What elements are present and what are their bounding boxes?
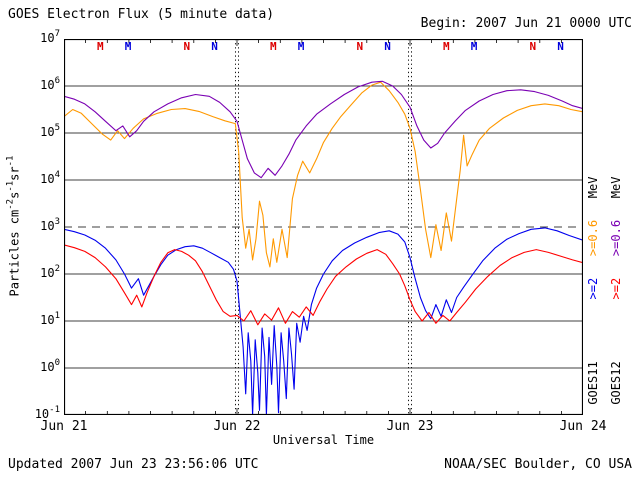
x-tick-label-jun-22: Jun 22 (213, 419, 261, 434)
y-tick-label-0: 100 (40, 358, 60, 374)
midnight-marker-goes11: M (470, 40, 478, 53)
noon-marker-goes12: N (356, 40, 364, 53)
begin-time-label: Begin: 2007 Jun 21 0000 UTC (420, 16, 632, 31)
y-tick-label-4: 104 (40, 170, 60, 186)
y-tick-label--1: 10-1 (34, 405, 60, 421)
y-tick-label-6: 106 (40, 76, 60, 92)
noon-marker-goes11: N (384, 40, 391, 53)
midnight-marker-goes11: M (297, 40, 305, 53)
y-axis-label-part: -2 (5, 198, 16, 210)
y-tick-label-5: 105 (40, 123, 60, 139)
legend-entry-goes12-0: >=2 (609, 277, 623, 300)
legend-entry-goes12-1: >=0.6 (609, 219, 623, 257)
midnight-marker-goes12: M (270, 40, 277, 53)
y-axis-label-part: -1 (5, 155, 16, 167)
source-credit: NOAA/SEC Boulder, CO USA (444, 457, 632, 472)
noon-marker-goes12: N (529, 40, 537, 53)
legend-energies-goes12: >=2 >=0.6 MeV (609, 177, 623, 300)
plot-area (64, 39, 583, 415)
legend-energies-goes11: >=2 >=0.6 MeV (586, 177, 600, 300)
legend-entry-goes11-1: >=0.6 (586, 219, 600, 257)
x-tick-label-jun-21: Jun 21 (40, 419, 88, 434)
y-tick-label-2: 102 (40, 264, 60, 280)
y-tick-label-3: 103 (40, 217, 60, 233)
plot-border (64, 39, 583, 415)
y-tick-label-1: 101 (40, 311, 60, 327)
x-axis-label: Universal Time (272, 433, 375, 447)
noon-marker-goes11: N (557, 40, 564, 53)
series-goes12-e06 (64, 80, 583, 179)
legend-satellite-goes11: GOES11 (586, 361, 600, 405)
legend-satellite-goes12: GOES12 (609, 361, 623, 405)
legend-entry-goes12-2: MeV (609, 176, 623, 199)
y-axis-label-part: -1 (5, 180, 16, 192)
y-tick-label-7: 107 (40, 29, 60, 45)
updated-timestamp: Updated 2007 Jun 23 23:56:06 UTC (8, 457, 259, 472)
legend-entry-goes11-2: MeV (586, 176, 600, 199)
midnight-marker-goes12: M (443, 40, 450, 53)
series-goes11-e2 (64, 227, 583, 415)
series-goes12-e2 (64, 244, 583, 326)
noon-marker-goes11: N (211, 40, 218, 53)
legend-entry-goes11-0: >=2 (586, 277, 600, 300)
noon-marker-goes12: N (183, 40, 191, 53)
series-goes11-e06 (64, 81, 583, 268)
x-tick-label-jun-23: Jun 23 (386, 419, 434, 434)
plot-title: GOES Electron Flux (5 minute data) (8, 7, 275, 22)
x-tick-label-jun-24: Jun 24 (559, 419, 607, 434)
midnight-marker-goes11: M (124, 40, 132, 53)
midnight-marker-goes12: M (97, 40, 104, 53)
